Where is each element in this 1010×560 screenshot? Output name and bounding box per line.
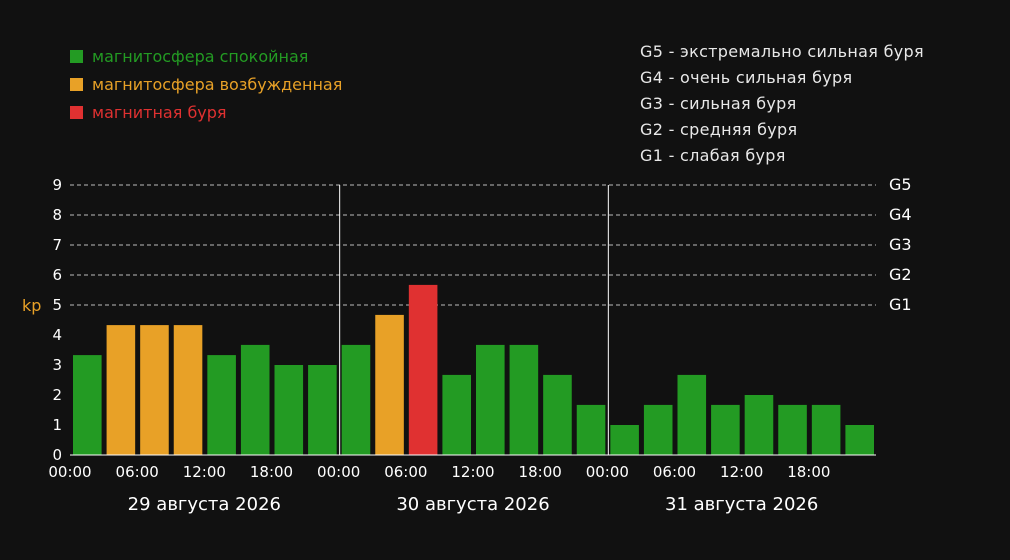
bar-3 [173, 325, 203, 455]
right-tick-g1: G1 [889, 295, 912, 314]
day-label-1: 30 августа 2026 [396, 494, 549, 515]
y-tick-label-1: 1 [52, 416, 62, 434]
y-tick-label-9: 9 [52, 176, 62, 194]
legend-swatch-active [70, 77, 83, 91]
bar-21 [778, 404, 807, 455]
storm-level-g4: G4 - очень сильная буря [640, 68, 853, 87]
day-label-0: 29 августа 2026 [128, 494, 281, 515]
right-tick-g4: G4 [889, 205, 912, 224]
bar-19 [711, 404, 740, 455]
y-tick-label-0: 0 [52, 446, 62, 464]
bar-2 [140, 325, 169, 455]
bar-7 [308, 365, 337, 455]
bar-8 [341, 344, 371, 455]
bar-17 [643, 404, 673, 455]
x-tick-label-11: 18:00 [787, 463, 830, 481]
y-tick-label-4: 4 [52, 326, 62, 344]
bar-20 [744, 395, 774, 455]
day-label-2: 31 августа 2026 [665, 494, 818, 515]
x-tick-label-1: 06:00 [116, 463, 159, 481]
right-tick-g2: G2 [889, 265, 912, 284]
y-tick-label-8: 8 [52, 206, 62, 224]
bar-1 [106, 325, 136, 455]
bar-5 [240, 344, 270, 455]
x-tick-label-8: 00:00 [586, 463, 629, 481]
storm-level-g2: G2 - средняя буря [640, 120, 798, 139]
x-tick-label-0: 00:00 [48, 463, 91, 481]
x-tick-label-5: 06:00 [384, 463, 427, 481]
legend-item-storm: магнитная буря [70, 98, 342, 126]
x-tick-label-2: 12:00 [183, 463, 226, 481]
legend-swatch-quiet [70, 49, 83, 63]
bar-11 [442, 374, 471, 455]
bar-13 [509, 344, 539, 455]
storm-levels-list: G5 - экстремально сильная буря G4 - очен… [640, 42, 924, 172]
storm-level-g1: G1 - слабая буря [640, 146, 786, 165]
legend-label-active: магнитосфера возбужденная [92, 74, 343, 94]
bar-0 [73, 355, 102, 455]
bar-4 [207, 355, 236, 455]
storm-level-g5: G5 - экстремально сильная буря [640, 42, 924, 61]
x-tick-label-10: 12:00 [720, 463, 763, 481]
bar-10 [408, 284, 438, 455]
y-tick-label-7: 7 [52, 236, 62, 254]
y-tick-label-3: 3 [52, 356, 62, 374]
bar-22 [811, 404, 841, 455]
bar-23 [845, 425, 874, 455]
bar-16 [610, 425, 639, 455]
x-tick-label-3: 18:00 [250, 463, 293, 481]
legend-label-storm: магнитная буря [92, 102, 227, 122]
bar-14 [543, 374, 572, 455]
y-tick-label-5: 5 [52, 296, 62, 314]
legend: магнитосфера спокойная магнитосфера возб… [70, 42, 342, 126]
y-tick-label-6: 6 [52, 266, 62, 284]
right-tick-g3: G3 [889, 235, 912, 254]
bar-18 [677, 374, 707, 455]
bar-6 [274, 365, 304, 455]
x-tick-label-7: 18:00 [519, 463, 562, 481]
x-tick-label-9: 06:00 [653, 463, 696, 481]
y-axis-label: kp [22, 296, 41, 315]
bar-12 [476, 344, 505, 455]
x-tick-label-4: 00:00 [317, 463, 360, 481]
right-tick-g5: G5 [889, 175, 912, 194]
legend-item-quiet: магнитосфера спокойная [70, 42, 342, 70]
legend-label-quiet: магнитосфера спокойная [92, 46, 309, 66]
legend-item-active: магнитосфера возбужденная [70, 70, 342, 98]
bar-15 [576, 404, 606, 455]
x-tick-label-6: 12:00 [451, 463, 494, 481]
y-tick-label-2: 2 [52, 386, 62, 404]
legend-swatch-storm [70, 105, 83, 119]
bar-9 [375, 314, 404, 455]
storm-level-g3: G3 - сильная буря [640, 94, 797, 113]
